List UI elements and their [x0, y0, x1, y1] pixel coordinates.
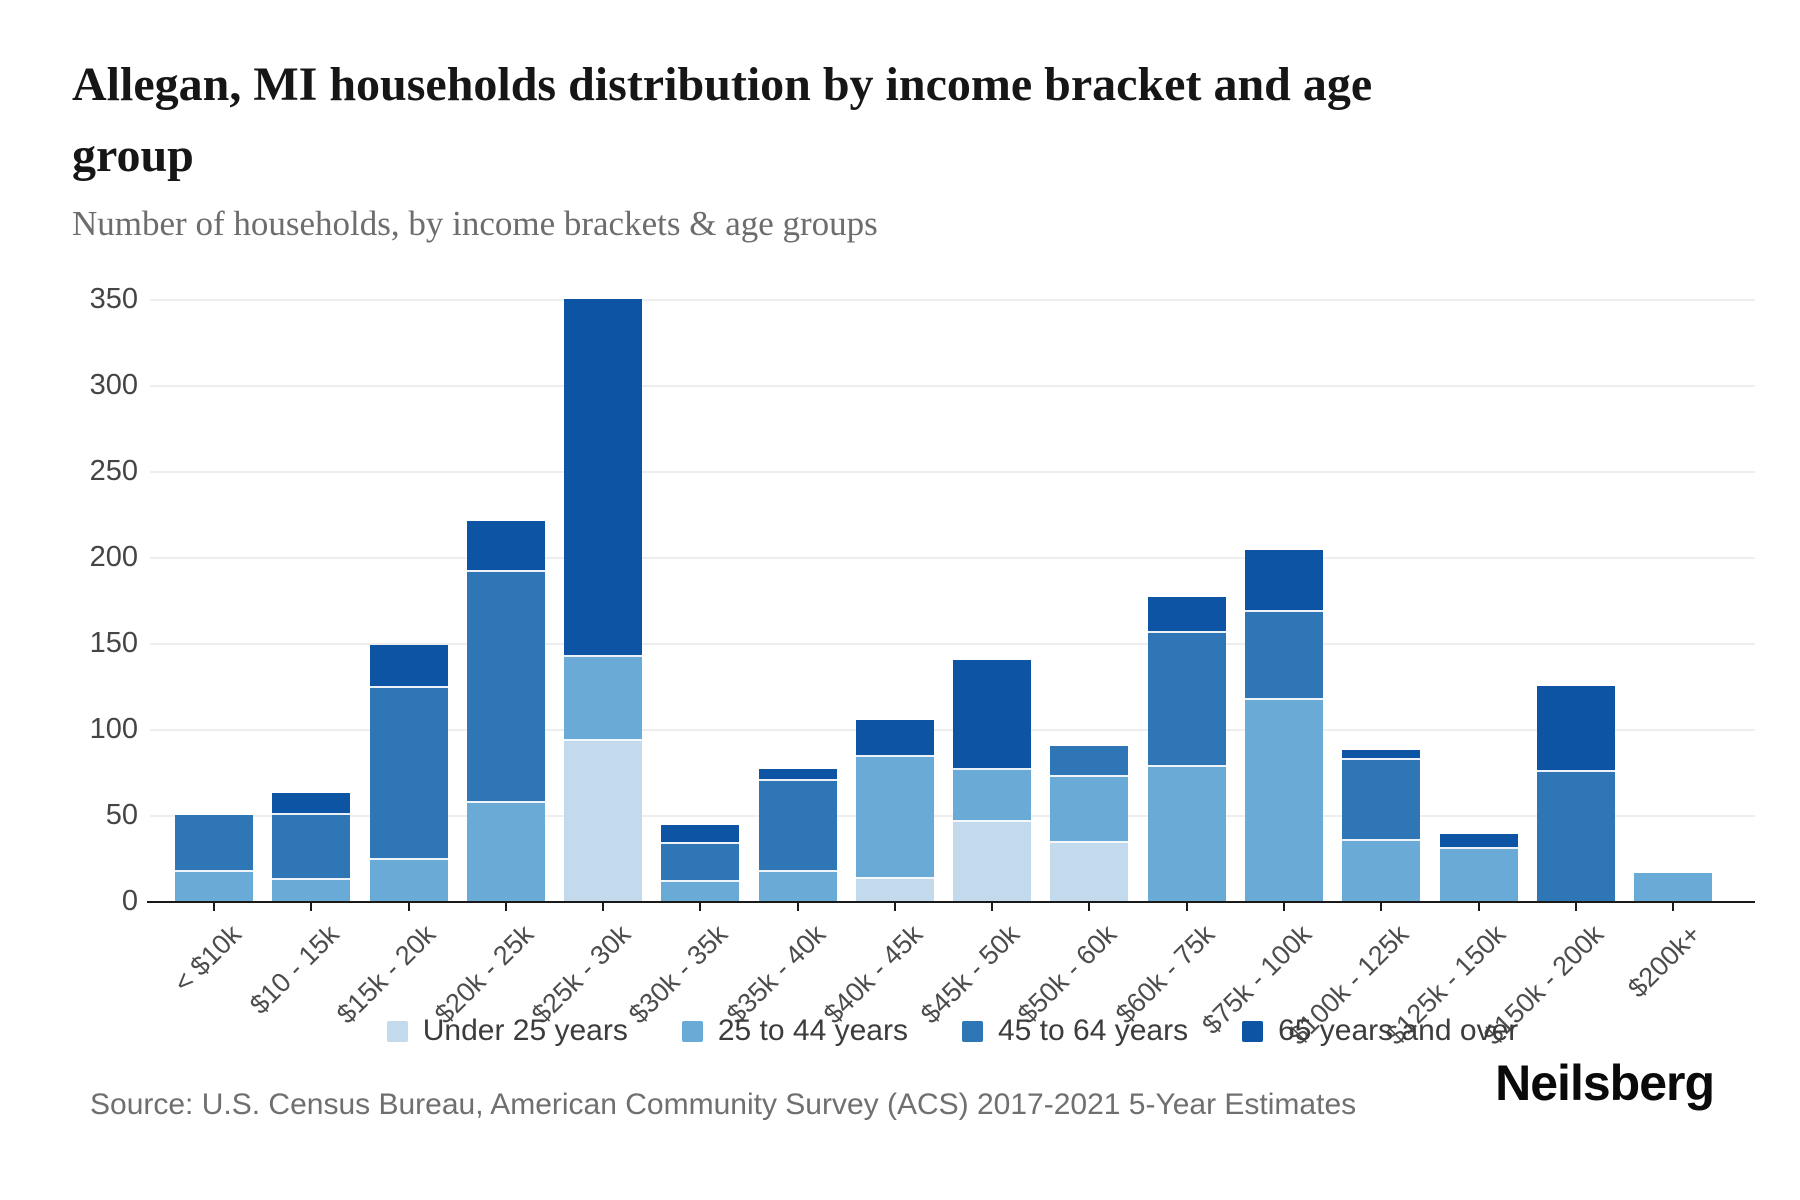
source-text: Source: U.S. Census Bureau, American Com…	[90, 1088, 1357, 1121]
bar-segment[interactable]	[466, 802, 545, 901]
x-axis-tick	[699, 903, 702, 911]
bar-segment[interactable]	[175, 871, 253, 901]
bar-segment[interactable]	[1536, 686, 1615, 772]
bar-segment[interactable]	[564, 656, 643, 742]
bar-segment[interactable]	[175, 815, 253, 872]
x-tick-label: $10 - 15k	[243, 919, 345, 1020]
legend-item[interactable]: 45 to 64 years	[961, 1014, 1189, 1048]
y-tick-label: 250	[89, 455, 138, 487]
x-axis-tick	[407, 903, 410, 911]
bar-segment[interactable]	[953, 821, 1032, 901]
x-axis-tick	[991, 903, 994, 911]
bar-segment[interactable]	[855, 720, 934, 757]
x-axis-tick	[796, 903, 799, 911]
x-axis-line	[147, 901, 1755, 903]
page-subtitle: Number of households, by income brackets…	[72, 204, 878, 243]
bar-segment[interactable]	[272, 880, 351, 901]
bar-segment[interactable]	[1342, 749, 1421, 760]
y-gridline	[150, 729, 1755, 731]
y-gridline	[150, 557, 1755, 559]
bar-segment[interactable]	[1147, 766, 1226, 901]
bar-segment[interactable]	[661, 844, 740, 883]
bar-segment[interactable]	[758, 780, 837, 872]
x-axis-tick	[213, 903, 215, 911]
legend-item[interactable]: 25 to 44 years	[681, 1014, 908, 1048]
bar-segment[interactable]	[1050, 777, 1129, 843]
legend-swatch	[1242, 1020, 1264, 1042]
bar-segment[interactable]	[661, 825, 740, 845]
x-axis-tick	[602, 903, 605, 911]
bar-segment[interactable]	[1342, 759, 1421, 841]
x-axis-tick	[1477, 903, 1480, 911]
x-tick-label: $200k+	[1621, 919, 1707, 1004]
y-tick-label: 300	[89, 369, 138, 401]
bar-segment[interactable]	[564, 299, 643, 657]
y-gridline	[150, 643, 1755, 645]
brand-logo: Neilsberg	[1495, 1055, 1715, 1111]
bar-segment[interactable]	[1050, 746, 1129, 778]
x-axis-tick	[1088, 903, 1091, 911]
bar-segment[interactable]	[855, 878, 934, 901]
bar-segment[interactable]	[1439, 849, 1518, 901]
page-title: Allegan, MI households distribution by i…	[72, 58, 1373, 182]
y-tick-label: 200	[89, 541, 138, 573]
bar-segment[interactable]	[758, 768, 837, 781]
x-axis-tick	[893, 903, 896, 911]
x-tick-label: < $10k	[168, 919, 248, 999]
x-axis-tick	[1574, 903, 1577, 911]
y-tick-label: 350	[89, 283, 138, 315]
bar-segment[interactable]	[466, 572, 545, 803]
legend-swatch	[961, 1020, 983, 1042]
bar-segment[interactable]	[1439, 833, 1518, 850]
bar-segment[interactable]	[1342, 840, 1421, 901]
bar-segment[interactable]	[953, 660, 1032, 771]
y-gridline	[150, 299, 1755, 301]
y-gridline	[150, 471, 1755, 473]
bar-segment[interactable]	[564, 741, 643, 901]
bar-segment[interactable]	[1244, 612, 1323, 700]
x-axis-tick	[1185, 903, 1188, 911]
y-tick-label: 0	[121, 885, 138, 917]
legend-item[interactable]: Under 25 years	[386, 1014, 628, 1048]
bar-segment[interactable]	[758, 871, 837, 901]
legend-label: 45 to 64 years	[997, 1014, 1189, 1047]
x-axis-tick	[504, 903, 507, 911]
x-axis-tick	[1380, 903, 1383, 911]
y-gridline	[150, 385, 1755, 387]
chart-legend: Under 25 years 25 to 44 years 45 to 64 yea…	[150, 1014, 1755, 1048]
bar-segment[interactable]	[1147, 632, 1226, 767]
bar-segment[interactable]	[855, 756, 934, 879]
legend-label: 65 years and over	[1278, 1014, 1519, 1047]
bar-segment[interactable]	[1244, 550, 1323, 613]
x-axis-tick	[1672, 903, 1675, 911]
bar-segment[interactable]	[272, 815, 351, 881]
bar-segment[interactable]	[466, 520, 545, 573]
bar-segment[interactable]	[369, 687, 448, 860]
bar-segment[interactable]	[272, 792, 351, 815]
legend-label: Under 25 years	[422, 1014, 628, 1047]
bar-segment[interactable]	[661, 882, 740, 901]
legend-label: 25 to 44 years	[717, 1014, 908, 1047]
y-tick-label: 100	[89, 713, 138, 745]
x-axis-tick	[1282, 903, 1285, 911]
x-axis-tick	[310, 903, 313, 911]
y-tick-label: 50	[105, 799, 138, 831]
bar-segment[interactable]	[369, 859, 448, 901]
bar-segment[interactable]	[1244, 699, 1323, 901]
legend-swatch	[386, 1020, 408, 1042]
bar-segment[interactable]	[1634, 873, 1713, 901]
bar-segment[interactable]	[369, 644, 448, 688]
bar-segment[interactable]	[1536, 772, 1615, 901]
bar-segment[interactable]	[1050, 842, 1129, 901]
legend-swatch	[681, 1020, 703, 1042]
y-tick-label: 150	[89, 627, 138, 659]
legend-item[interactable]: 65 years and over	[1242, 1014, 1518, 1048]
y-gridline	[150, 815, 1755, 817]
bar-segment[interactable]	[953, 770, 1032, 822]
chart-area: 0 50 100 150 200 250 300 350 < $10k $10 - 15k $15k…	[0, 250, 1800, 1051]
bar-segment[interactable]	[1147, 596, 1226, 633]
